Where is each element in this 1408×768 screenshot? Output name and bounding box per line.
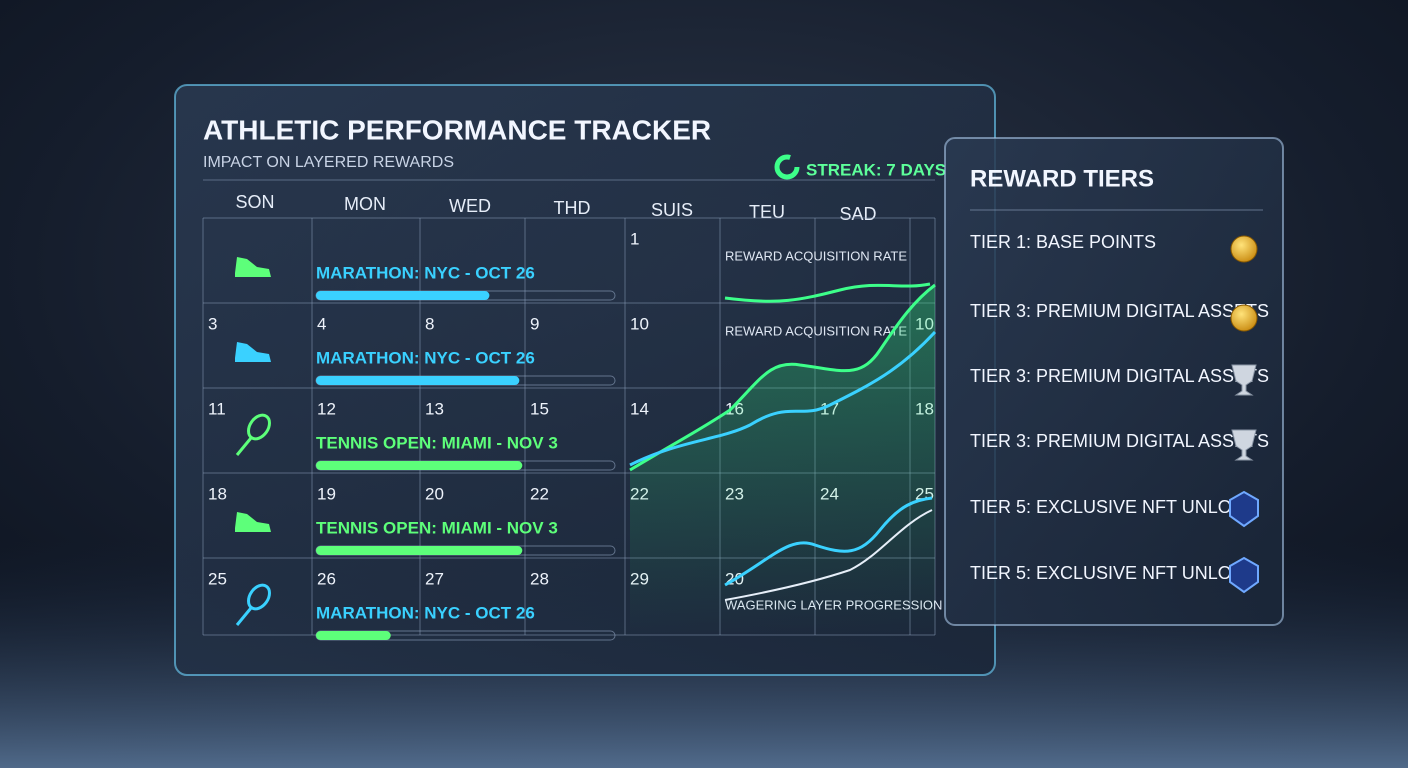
date-number: 9 (530, 314, 539, 333)
date-number: 18 (208, 484, 227, 503)
progress-fill (316, 461, 523, 470)
event-label: MARATHON: NYC - OCT 26 (316, 603, 535, 622)
day-header: MON (344, 194, 386, 214)
racket-icon (247, 583, 271, 611)
tier-label: TIER 3: PREMIUM DIGITAL ASSETS (970, 431, 1269, 451)
date-number: 12 (317, 399, 336, 418)
event-label: TENNIS OPEN: MIAMI - NOV 3 (316, 518, 558, 537)
tier-label: TIER 3: PREMIUM DIGITAL ASSETS (970, 366, 1269, 386)
date-number: 27 (425, 569, 444, 588)
date-number: 10 (630, 314, 649, 333)
racket-handle (235, 607, 253, 626)
shoe-icon (235, 342, 271, 362)
top-curve (724, 282, 931, 303)
date-number: 13 (425, 399, 444, 418)
subtitle: IMPACT ON LAYERED REWARDS (203, 154, 454, 171)
progress-fill (316, 546, 523, 555)
tier-label: TIER 5: EXCLUSIVE NFT UNLOCK (970, 497, 1257, 517)
wager-curve (724, 496, 933, 587)
day-header: TEU (749, 202, 785, 222)
date-number: 1 (630, 229, 639, 248)
rewards-title: REWARD TIERS (970, 165, 1154, 192)
racket-handle (235, 437, 253, 456)
event-label: MARATHON: NYC - OCT 26 (316, 348, 535, 367)
racket-icon (247, 413, 271, 441)
day-header: SON (235, 192, 274, 212)
day-header: WED (449, 196, 491, 216)
tier-list: TIER 1: BASE POINTS TIER 3: PREMIUM DIGIT… (970, 232, 1269, 594)
tier-label: TIER 1: BASE POINTS (970, 232, 1156, 252)
date-number: 22 (530, 484, 549, 503)
shield-icon (1229, 556, 1259, 594)
date-number: 19 (317, 484, 336, 503)
date-number: 28 (530, 569, 549, 588)
progress-fill (316, 291, 490, 300)
coin-icon (1230, 235, 1258, 263)
chart-label: REWARD ACQUISITION RATE (725, 323, 907, 338)
shoe-icon (235, 257, 271, 277)
rewards-panel (944, 137, 1284, 626)
date-number: 14 (630, 399, 649, 418)
date-number: 8 (425, 314, 434, 333)
date-number: 25 (208, 569, 227, 588)
shield-icon (1229, 490, 1259, 528)
progress-fill (316, 631, 391, 640)
title: ATHLETIC PERFORMANCE TRACKER (203, 114, 711, 145)
tier-label: TIER 5: EXCLUSIVE NFT UNLOCK (970, 563, 1257, 583)
wager-baseline (724, 509, 933, 601)
date-number: 15 (530, 399, 549, 418)
date-number: 20 (425, 484, 444, 503)
event-label: TENNIS OPEN: MIAMI - NOV 3 (316, 433, 558, 452)
day-header: SUIS (651, 200, 693, 220)
coin-icon (1230, 304, 1258, 332)
streak: STREAK: 7 DAYS (806, 160, 946, 179)
date-number: 3 (208, 314, 217, 333)
progress-fill (316, 376, 520, 385)
date-number: 26 (317, 569, 336, 588)
trophy-icon (1231, 364, 1257, 396)
chart-label: REWARD ACQUISITION RATE (725, 248, 907, 263)
shoe-icon (235, 512, 271, 532)
tier-label: TIER 3: PREMIUM DIGITAL ASSETS (970, 301, 1269, 321)
growth-curve (629, 283, 936, 472)
chart-curves (629, 282, 937, 635)
day-header: THD (554, 198, 591, 218)
day-header: SAD (839, 204, 876, 224)
trophy-icon (1231, 429, 1257, 461)
rate-curve (629, 330, 937, 467)
date-number: 11 (208, 399, 226, 418)
streak-icon (774, 154, 800, 180)
date-number: 4 (317, 314, 326, 333)
event-label: MARATHON: NYC - OCT 26 (316, 263, 535, 282)
